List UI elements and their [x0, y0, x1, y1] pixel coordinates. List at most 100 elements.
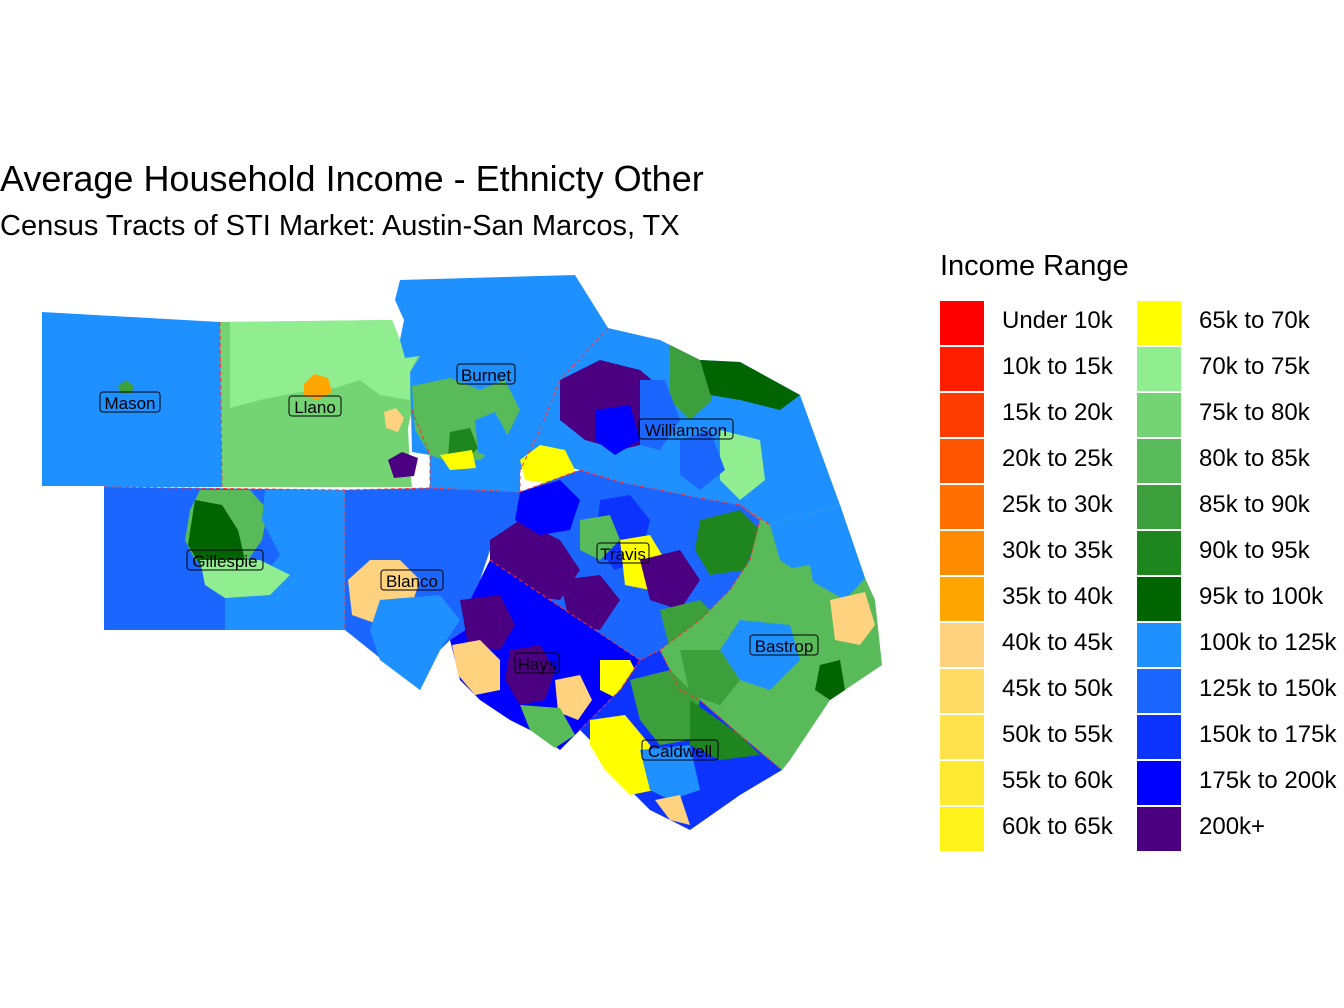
legend-swatch [1137, 485, 1181, 529]
legend-label: 55k to 60k [1002, 767, 1113, 794]
legend-label: 200k+ [1199, 813, 1266, 840]
svg-text:Llano: Llano [294, 398, 336, 417]
tract-travis-nw [515, 480, 580, 535]
county-label-gillespie: Gillespie [186, 549, 264, 571]
legend-swatch [1137, 807, 1181, 851]
tract-hays-c [505, 645, 555, 705]
county-label-mason: Mason [99, 391, 161, 413]
legend-label: 20k to 25k [1002, 445, 1113, 472]
legend-item: 10k to 15k [940, 346, 1140, 392]
legend-label: 35k to 40k [1002, 583, 1113, 610]
legend-label: 100k to 125k [1199, 629, 1337, 656]
tract-williamson-h [680, 430, 725, 490]
tract-williamson-b [670, 345, 712, 420]
legend-swatch [1137, 393, 1181, 437]
svg-text:Mason: Mason [104, 394, 155, 413]
legend-swatch [940, 623, 984, 667]
tract-gillespie-b [188, 500, 245, 568]
legend-label: 125k to 150k [1199, 675, 1337, 702]
legend-label: 25k to 30k [1002, 491, 1113, 518]
county-labels: Mason Llano Burnet Williamson Gillespie … [99, 363, 819, 761]
county-label-travis: Travis [596, 542, 650, 564]
legend-item: Under 10k [940, 300, 1140, 346]
legend-swatch [940, 347, 984, 391]
tract-mason-center [118, 380, 134, 394]
legend-label: 75k to 80k [1199, 399, 1310, 426]
legend-item: 20k to 25k [940, 438, 1140, 484]
tract-caldwell-c [690, 700, 760, 760]
legend-label: 175k to 200k [1199, 767, 1337, 794]
tract-burnet-c [440, 450, 476, 470]
legend-label: 40k to 45k [1002, 629, 1113, 656]
legend-swatch [940, 485, 984, 529]
tract-williamson-g [595, 405, 640, 455]
tract-llano-sw [388, 452, 418, 478]
legend-label: 80k to 85k [1199, 445, 1310, 472]
svg-text:Gillespie: Gillespie [192, 552, 257, 571]
legend-item: 25k to 30k [940, 484, 1140, 530]
tract-williamson-f [520, 445, 575, 485]
legend-label: 50k to 55k [1002, 721, 1113, 748]
legend-swatch [940, 761, 984, 805]
legend-swatch [1137, 439, 1181, 483]
legend-label: 60k to 65k [1002, 813, 1113, 840]
tract-llano-east [384, 408, 404, 432]
legend-item: 35k to 40k [940, 576, 1140, 622]
county-label-burnet: Burnet [456, 363, 516, 385]
legend-label: 45k to 50k [1002, 675, 1113, 702]
legend-swatch [1137, 669, 1181, 713]
legend-item: 55k to 60k [940, 760, 1140, 806]
tract-caldwell-d [640, 745, 700, 800]
legend-item: 85k to 90k [1137, 484, 1337, 530]
legend-item: 150k to 175k [1137, 714, 1337, 760]
legend-label: 90k to 95k [1199, 537, 1310, 564]
tract-williamson-d [720, 430, 765, 500]
tract-hays-e [520, 705, 575, 748]
legend-item: 40k to 45k [940, 622, 1140, 668]
legend-item: 50k to 55k [940, 714, 1140, 760]
county-mason [42, 312, 222, 487]
legend-swatch [940, 715, 984, 759]
legend-swatch [940, 577, 984, 621]
tract-travis-core-c [640, 550, 700, 610]
svg-text:Burnet: Burnet [461, 366, 511, 385]
tract-hays-d [555, 675, 592, 720]
legend-label: 85k to 90k [1199, 491, 1310, 518]
legend-title: Income Range [940, 250, 1129, 282]
legend-swatch [1137, 347, 1181, 391]
legend-label: 95k to 100k [1199, 583, 1324, 610]
tract-llano-north [230, 320, 418, 408]
tract-burnet-d [475, 412, 510, 460]
tract-bastrop-c [780, 565, 818, 620]
county-label-bastrop: Bastrop [749, 634, 819, 656]
tract-williamson-e [640, 380, 680, 450]
legend-label: 10k to 15k [1002, 353, 1113, 380]
county-label-caldwell: Caldwell [641, 739, 719, 761]
tract-caldwell-b [630, 670, 700, 745]
tract-travis-mid [580, 515, 620, 560]
legend-item: 65k to 70k [1137, 300, 1337, 346]
legend-label: 15k to 20k [1002, 399, 1113, 426]
svg-text:Caldwell: Caldwell [648, 742, 712, 761]
tract-travis-east [695, 510, 760, 575]
legend-swatch [1137, 531, 1181, 575]
legend-swatch [940, 669, 984, 713]
legend-item: 60k to 65k [940, 806, 1140, 852]
tract-bastrop-a [770, 505, 865, 600]
county-label-blanco: Blanco [380, 569, 444, 591]
svg-text:Blanco: Blanco [386, 572, 438, 591]
tract-bastrop-b [830, 592, 875, 645]
legend-swatch [1137, 715, 1181, 759]
county-label-hays: Hays [514, 652, 560, 674]
svg-text:Williamson: Williamson [645, 421, 727, 440]
legend-item: 75k to 80k [1137, 392, 1337, 438]
legend-item: 70k to 75k [1137, 346, 1337, 392]
legend-label: 70k to 75k [1199, 353, 1310, 380]
legend-swatch [1137, 623, 1181, 667]
legend-label: 65k to 70k [1199, 307, 1310, 334]
legend-item: 30k to 35k [940, 530, 1140, 576]
legend-label: 150k to 175k [1199, 721, 1337, 748]
legend-item: 175k to 200k [1137, 760, 1337, 806]
tract-caldwell-e [655, 795, 690, 825]
